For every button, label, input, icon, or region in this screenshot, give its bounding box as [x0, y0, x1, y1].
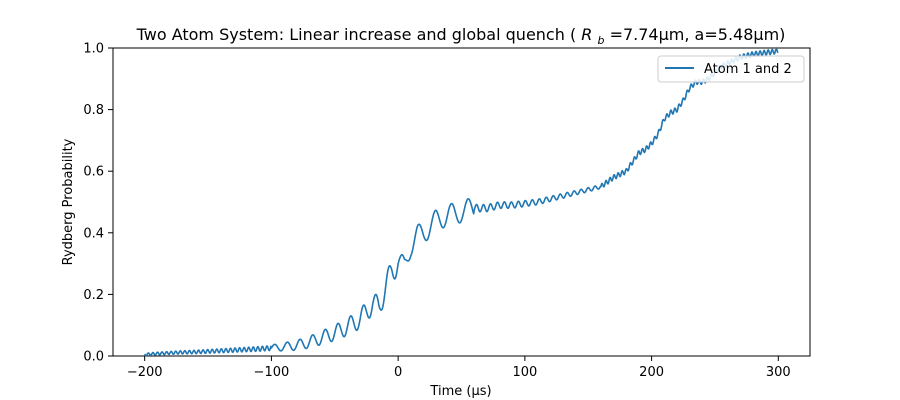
- legend-box: [657, 55, 805, 83]
- x-axis-label: Time (μs): [429, 384, 491, 399]
- y-tick-label: 0.2: [83, 288, 104, 303]
- y-axis-label: Rydberg Probability: [61, 138, 76, 265]
- title-tail: =7.74μm, a=5.48μm): [610, 25, 786, 44]
- title-rb-symbol: R: [581, 25, 592, 44]
- y-tick-label: 0.6: [83, 165, 104, 180]
- legend-label: Atom 1 and 2: [704, 62, 792, 77]
- y-tick-label: 0.4: [83, 226, 104, 241]
- chart-title: Two Atom System: Linear increase and glo…: [136, 25, 786, 48]
- y-axis-ticks: 0.0 0.2 0.4 0.6 0.8 1.0: [83, 42, 113, 365]
- y-tick-label: 1.0: [83, 42, 104, 57]
- x-tick-label: −100: [254, 365, 290, 380]
- x-tick-label: 100: [512, 365, 537, 380]
- legend: Atom 1 and 2: [657, 55, 805, 83]
- x-tick-label: −200: [127, 365, 163, 380]
- x-tick-label: 200: [639, 365, 664, 380]
- x-tick-label: 300: [766, 365, 791, 380]
- series-line-atom-1-and-2: [144, 48, 779, 357]
- y-tick-label: 0.8: [83, 103, 104, 118]
- plot-area: [112, 47, 811, 357]
- title-main: Two Atom System: Linear increase and glo…: [136, 25, 577, 44]
- y-tick-label: 0.0: [83, 350, 104, 365]
- x-tick-label: 0: [394, 365, 402, 380]
- title-rb-sub: b: [598, 34, 605, 47]
- x-axis-ticks: −200 −100 0 100 200 300: [127, 356, 791, 380]
